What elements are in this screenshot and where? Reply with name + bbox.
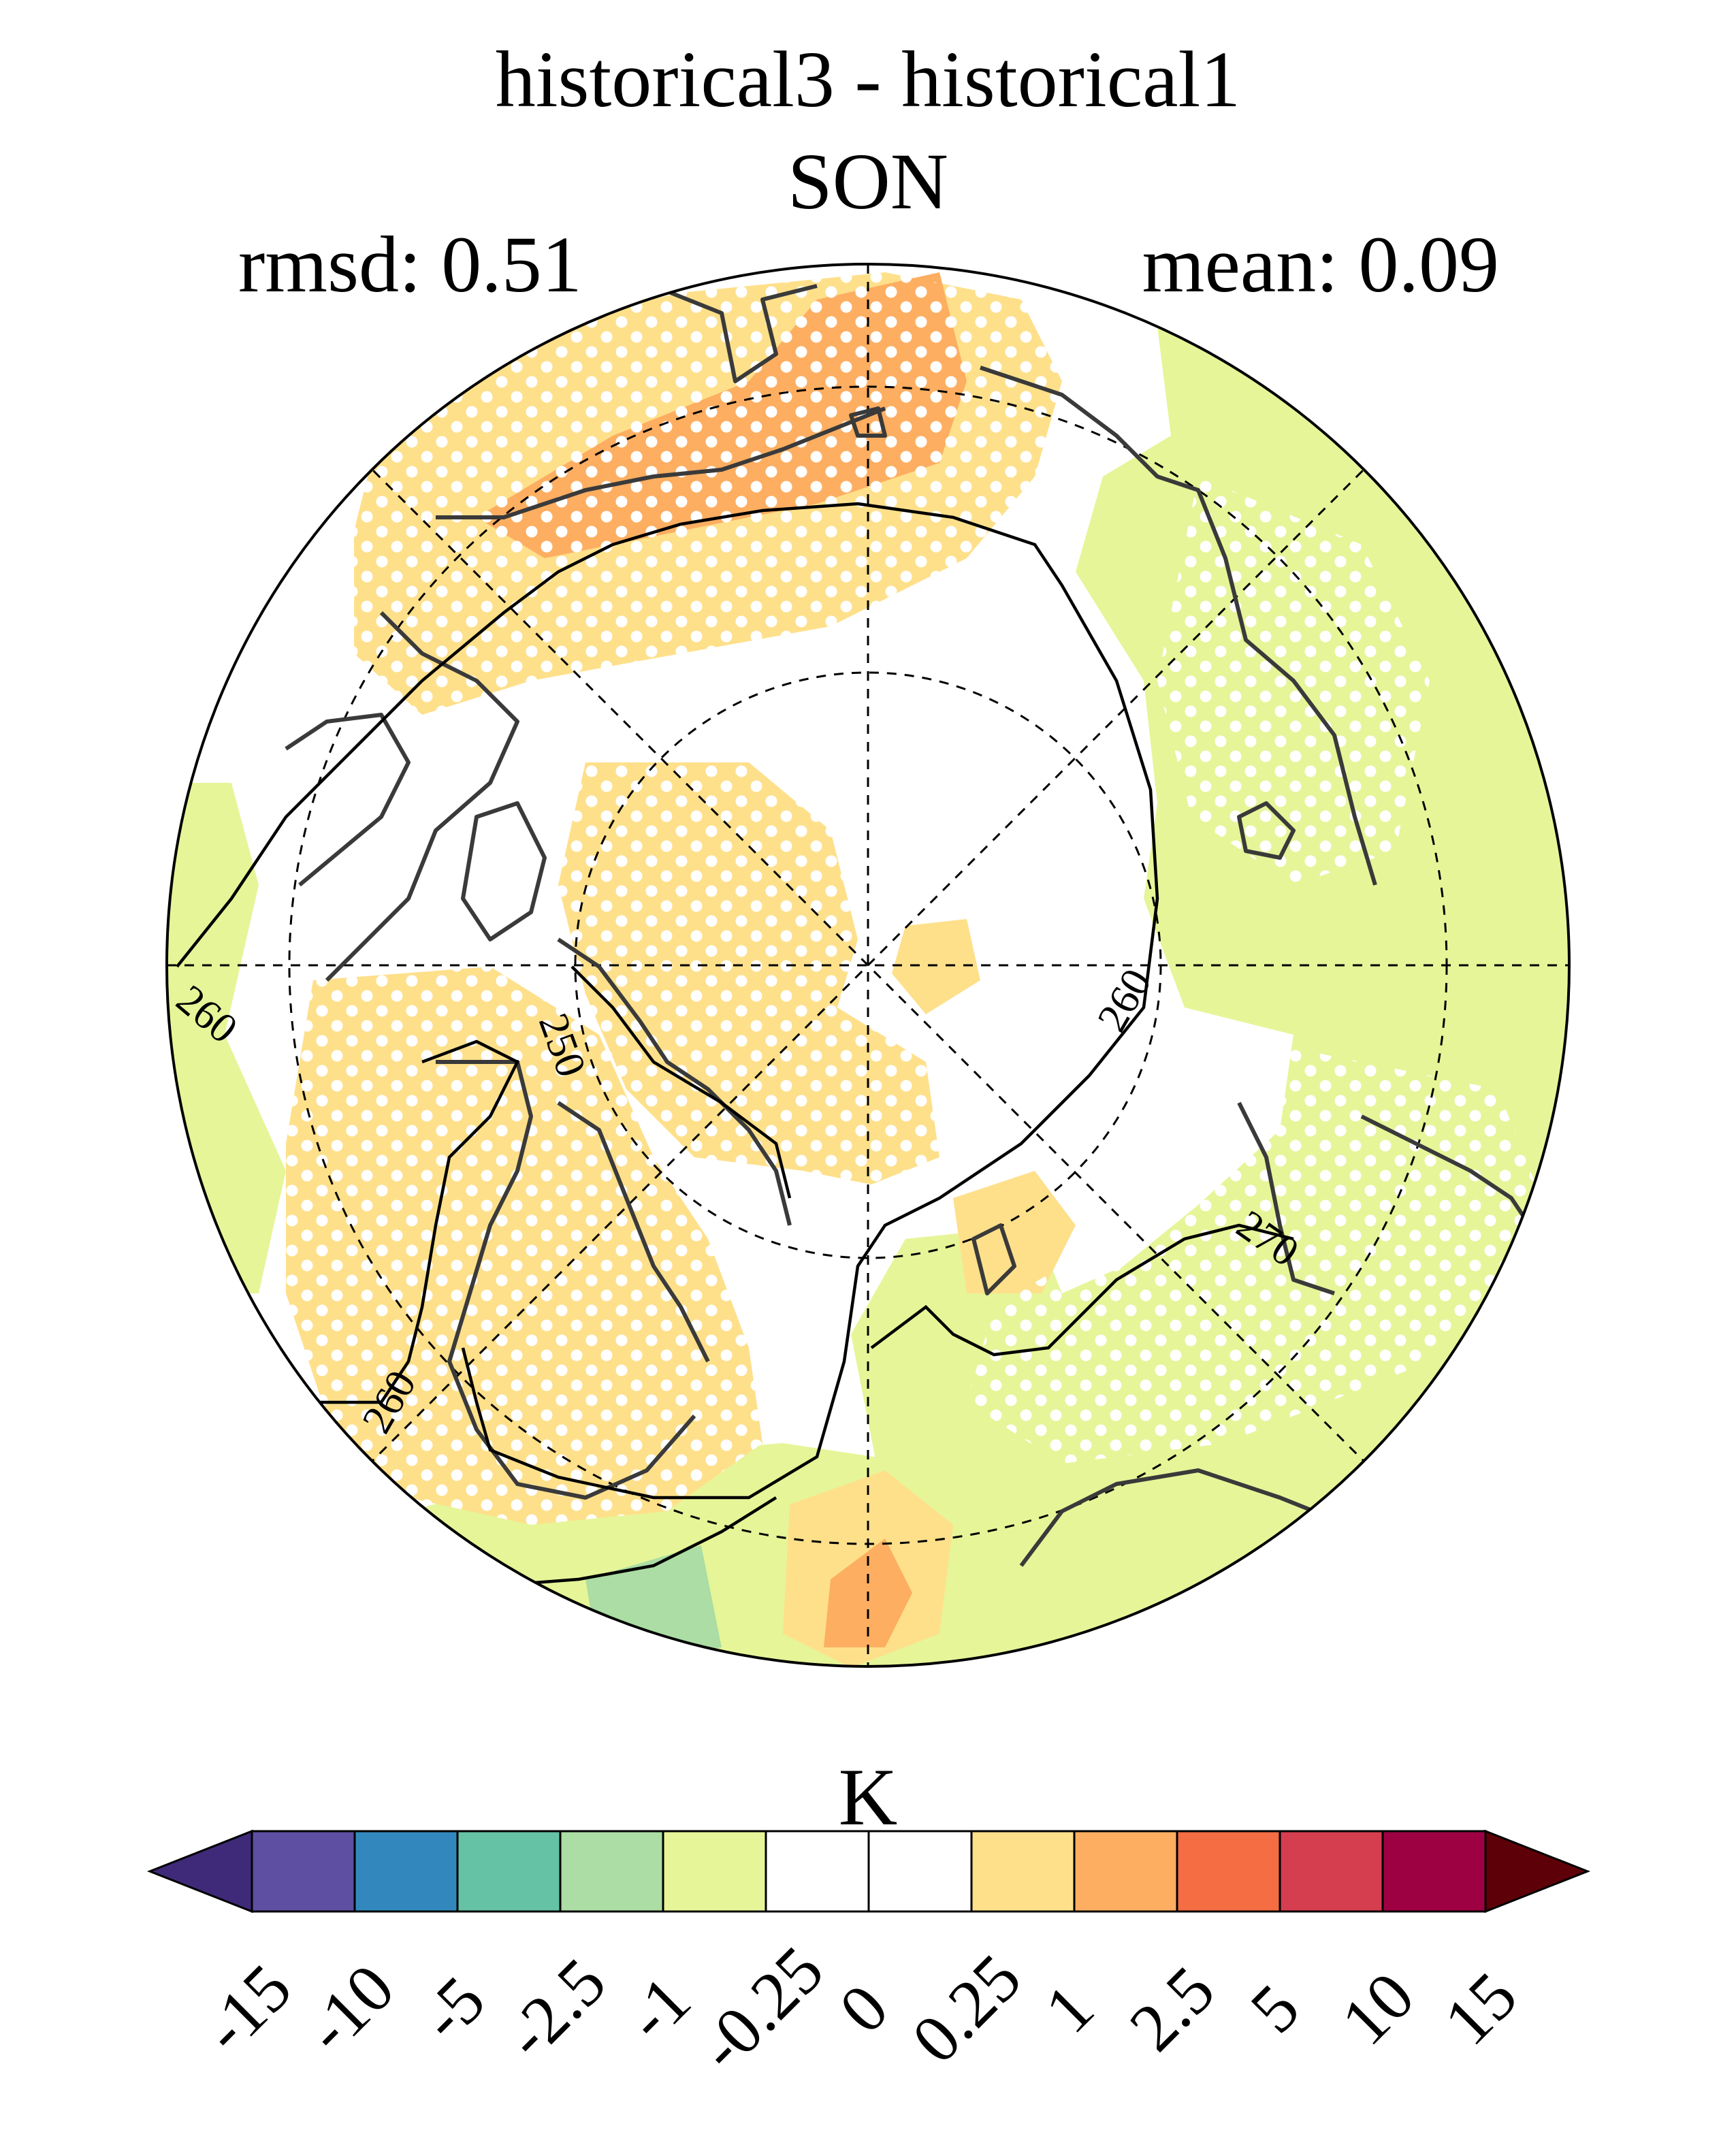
colorbar-box <box>353 1830 459 1913</box>
graticule <box>167 264 1569 1666</box>
colorbar-tick-label: 15 <box>1430 1958 1531 2059</box>
field-orange-patch <box>953 1171 1076 1293</box>
colorbar-tick-label: -1 <box>611 1962 705 2055</box>
stipple-north <box>354 272 1062 715</box>
mean-label: mean: 0.09 <box>1142 220 1499 309</box>
colorbar-box <box>765 1830 870 1913</box>
colorbar-extend-high <box>1484 1829 1591 1914</box>
colorbar-box <box>1381 1830 1487 1913</box>
colorbar-box <box>1073 1830 1178 1913</box>
field-orange-dot <box>892 919 980 1014</box>
colorbar-tick-label: -0.25 <box>684 1932 838 2086</box>
colorbar-unit: K <box>838 1752 898 1842</box>
colorbar-tick-label: 5 <box>1236 1970 1314 2048</box>
colorbar-tick-label: 1 <box>1031 1970 1108 2048</box>
colorbar-tick-label: -5 <box>406 1962 499 2055</box>
colorbar-tick-label: -2.5 <box>490 1943 620 2073</box>
colorbar-box <box>970 1830 1076 1913</box>
colorbar-box <box>867 1830 973 1913</box>
colorbar-tick-label: -15 <box>188 1950 306 2067</box>
colorbar-box <box>662 1830 767 1913</box>
colorbar-box <box>1176 1830 1281 1913</box>
map-boundary <box>165 263 1571 1668</box>
colorbar-box <box>456 1830 562 1913</box>
colorbar-tick-label: -10 <box>291 1950 408 2067</box>
colorbar-extend-low <box>146 1829 253 1914</box>
polar-map: 260 250 260 270 260 <box>165 263 1571 1668</box>
season-label: SON <box>787 137 949 226</box>
colorbar-tick-label: 10 <box>1327 1958 1428 2059</box>
rmsd-label: rmsd: 0.51 <box>238 220 582 309</box>
map-field <box>167 264 1569 1666</box>
stipple-west <box>286 967 762 1525</box>
contours <box>176 502 1294 1588</box>
colorbar-tick-label: 0.25 <box>897 1939 1035 2077</box>
colorbar-box <box>559 1830 664 1913</box>
colorbar-boxes <box>146 1829 1591 1914</box>
coastlines <box>285 284 1541 1567</box>
stipple-center <box>558 762 939 1184</box>
colorbar-tick-label: 2.5 <box>1115 1952 1229 2065</box>
figure-title: historical3 - historical1 <box>495 35 1241 124</box>
stipple-southeast <box>967 1048 1552 1464</box>
colorbar-box <box>1279 1830 1384 1913</box>
colorbar-box <box>251 1830 356 1913</box>
colorbar-tick-label: 0 <box>825 1970 903 2048</box>
